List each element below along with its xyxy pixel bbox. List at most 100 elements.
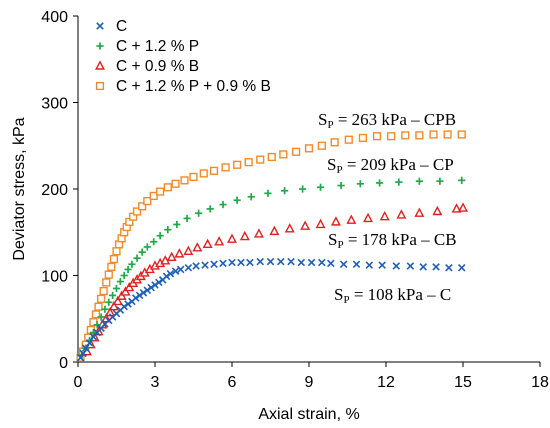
annotation-value: = 263 kPa – CPB	[334, 110, 456, 129]
data-point	[97, 313, 105, 321]
data-point	[346, 214, 357, 224]
data-point	[443, 130, 452, 139]
data-point	[183, 214, 191, 223]
data-point	[174, 248, 185, 258]
data-point	[120, 286, 131, 296]
data-point	[192, 262, 200, 270]
data-point	[414, 207, 425, 217]
data-point	[365, 261, 374, 269]
data-point	[150, 238, 158, 246]
data-point	[415, 177, 423, 185]
data-point	[156, 232, 164, 240]
annotation-symbol: S	[334, 285, 343, 304]
data-point	[76, 353, 85, 362]
series-3	[76, 130, 466, 362]
legend: C C + 1.2 % P C + 0.9 % B C + 1.2 % P + 0.9…	[95, 18, 271, 95]
x-axis-label: Axial strain, %	[258, 406, 359, 423]
data-point	[206, 205, 214, 213]
y-tick-label: 400	[41, 9, 68, 26]
data-point	[162, 272, 171, 281]
data-point	[292, 147, 301, 156]
data-point	[143, 286, 152, 294]
data-point	[79, 349, 87, 358]
data-point	[120, 271, 128, 280]
data-point	[94, 302, 103, 311]
data-point	[419, 263, 427, 271]
annotation-subscript: P	[337, 239, 343, 251]
data-point	[112, 284, 121, 293]
data-point	[128, 260, 136, 268]
series-layer	[76, 130, 468, 362]
data-point	[387, 132, 396, 141]
data-point	[396, 209, 407, 219]
data-point	[199, 169, 208, 178]
data-point	[124, 265, 132, 274]
data-point	[124, 281, 135, 292]
data-point	[269, 225, 280, 236]
data-point	[304, 144, 314, 153]
data-point	[337, 181, 345, 190]
data-point	[124, 300, 132, 308]
data-point	[116, 290, 127, 300]
data-point	[256, 155, 265, 164]
data-point	[109, 254, 119, 264]
data-point	[315, 218, 326, 229]
data-point	[372, 132, 382, 141]
strength-annotation: SP = 178 kPa – CB	[328, 230, 457, 251]
data-point	[330, 216, 341, 226]
annotation-value: = 108 kPa – C	[350, 285, 452, 304]
data-point	[246, 258, 254, 267]
data-point	[429, 130, 438, 139]
legend-marker	[96, 22, 104, 30]
annotation-subscript: P	[327, 119, 333, 131]
data-point	[184, 263, 193, 272]
data-point	[281, 187, 289, 195]
data-point	[109, 291, 117, 299]
data-point	[93, 321, 101, 329]
data-point	[284, 223, 295, 233]
data-point	[135, 291, 144, 300]
x-tick-label: 9	[305, 374, 314, 391]
data-point	[432, 205, 443, 216]
y-ticks: 0 100 200 300 400	[41, 9, 78, 372]
data-point	[228, 258, 236, 267]
data-point	[163, 183, 172, 192]
data-point	[81, 344, 90, 352]
data-point	[458, 202, 468, 212]
data-point	[105, 298, 113, 306]
annotation-symbol: S	[318, 110, 327, 129]
data-point	[239, 230, 250, 241]
data-point	[297, 258, 306, 267]
data-point	[180, 176, 189, 185]
annotation-value: = 178 kPa – CB	[344, 230, 457, 249]
data-point	[102, 278, 111, 287]
data-point	[214, 236, 225, 246]
data-point	[219, 259, 227, 268]
data-point	[201, 261, 209, 269]
data-point	[164, 226, 172, 234]
x-tick-label: 3	[151, 374, 160, 391]
data-point	[352, 260, 361, 269]
data-point	[85, 339, 94, 347]
legend-label: C + 1.2 % P	[116, 38, 199, 55]
data-point	[247, 193, 255, 201]
data-point	[253, 228, 264, 238]
data-point	[233, 196, 241, 204]
data-point	[227, 233, 237, 243]
data-point	[219, 200, 227, 209]
legend-label: C + 1.2 % P + 0.9 % B	[116, 78, 271, 95]
data-point	[244, 158, 253, 167]
data-point	[183, 245, 194, 255]
data-point	[151, 281, 159, 289]
data-point	[209, 166, 219, 175]
data-point	[101, 305, 109, 313]
strength-annotation: SP = 108 kPa – C	[334, 285, 451, 306]
x-tick-label: 0	[74, 374, 83, 391]
data-point	[143, 243, 151, 251]
data-point	[233, 160, 242, 169]
y-axis-label: Deviator stress, kPa	[11, 117, 28, 260]
annotation-symbol: S	[328, 230, 337, 249]
data-point	[131, 294, 140, 302]
